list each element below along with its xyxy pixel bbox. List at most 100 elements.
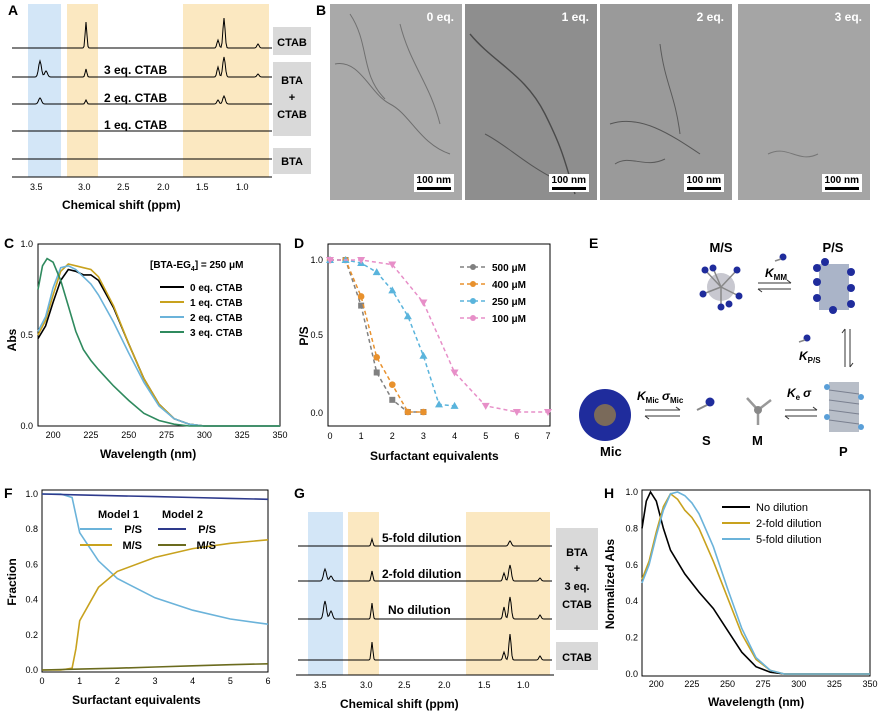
ps-assembly [813, 258, 855, 314]
tag-bta: BTA [281, 75, 303, 87]
x-tick-2.5: 2.5 [398, 680, 411, 690]
tem-label: 2 eq. [696, 10, 724, 24]
label-s: S [702, 433, 711, 448]
y-axis-title: Fraction [5, 558, 19, 605]
x-tick: 6 [514, 431, 519, 441]
legend-label: 500 μM [492, 263, 526, 274]
panel-a-nmr: A 3.5 3.0 2.5 2.0 1.5 1.0 Chemical shift… [8, 2, 311, 212]
y-tick: 0.0 [25, 665, 38, 675]
data-point [419, 351, 428, 359]
tag-ctab-2: CTAB [277, 109, 307, 121]
panel-h-uv: H 0.0 0.2 0.4 0.6 0.8 1.0 200 225 250 27… [603, 485, 878, 709]
tag-plus: + [289, 92, 295, 104]
series-line-2 [41, 493, 269, 501]
tag-plus: + [574, 563, 580, 575]
data-point [450, 401, 459, 409]
data-point [450, 369, 459, 377]
y-tick: 0.6 [25, 559, 38, 569]
y-tick-0: 0.0 [20, 421, 33, 431]
highlight-region-yellow [67, 4, 98, 177]
x-tick-3.0: 3.0 [78, 182, 91, 192]
x-tick: 0 [327, 431, 332, 441]
x-tick: 250 [720, 679, 735, 689]
x-axis-title: Chemical shift (ppm) [340, 697, 459, 711]
scale-bar: 100 nm [413, 174, 454, 192]
y-ticks: 0.0 0.2 0.4 0.6 0.8 1.0 [25, 489, 38, 675]
tag-ctab: CTAB [562, 599, 592, 611]
y-tick: 0.4 [25, 595, 38, 605]
y-axis-title: P/S [297, 326, 311, 345]
panel-label-b: B [316, 2, 326, 18]
series-line-1 [37, 263, 280, 427]
scale-bar: 100 nm [821, 174, 862, 192]
legend-marker [470, 298, 476, 304]
y-axis-title: Normalized Abs [603, 539, 617, 630]
plot-area [41, 493, 269, 671]
x-tick: 7 [545, 431, 550, 441]
x-tick: 325 [235, 430, 250, 440]
kps-arrows [841, 328, 854, 368]
x-tick-2.5: 2.5 [117, 182, 130, 192]
series-line-3 [41, 663, 269, 671]
kmm-arrows [757, 279, 792, 293]
x-tick: 2 [390, 431, 395, 441]
panel-label-g: G [294, 485, 305, 501]
plot-area [326, 256, 552, 416]
legend-label: 100 μM [492, 314, 526, 325]
panel-label-d: D [294, 235, 304, 251]
series-line-1 [330, 259, 424, 413]
label-kps: KP/S [799, 349, 821, 365]
x-tick: 1 [359, 431, 364, 441]
y-tick-0.5: 0.5 [310, 330, 323, 340]
scale-bar-text: 100 nm [416, 175, 451, 186]
y-tick-0: 0.0 [310, 408, 323, 418]
tag-ctab: CTAB [277, 37, 307, 49]
x-tick: 0 [39, 676, 44, 686]
y-tick: 0.8 [625, 523, 638, 533]
x-ticks: 0 1 2 3 4 5 6 7 [327, 431, 550, 441]
x-tick: 350 [862, 679, 877, 689]
ke-arrows [784, 406, 818, 420]
panel-label-c: C [4, 235, 14, 251]
polymer-fiber [824, 382, 864, 432]
panel-c-uv: C 0.0 0.5 1.0 200 225 250 275 300 325 35… [4, 235, 288, 461]
data-point [404, 408, 412, 416]
tag-3eq: 3 eq. [564, 581, 589, 593]
surfactant-icon-2 [803, 334, 811, 342]
x-tick-2.0: 2.0 [157, 182, 170, 192]
series-line-1 [42, 539, 269, 671]
tem-image-3eq: 3 eq. 100 nm [738, 4, 870, 200]
series-line-3 [330, 259, 548, 413]
data-point [544, 409, 552, 416]
panel-label-f: F [4, 485, 13, 501]
scale-bar-text: 100 nm [686, 175, 721, 186]
x-ticks: 200 225 250 275 300 325 350 [649, 679, 878, 689]
monomer [746, 397, 772, 425]
y-tick-0.5: 0.5 [20, 330, 33, 340]
x-tick: 1 [77, 676, 82, 686]
label-kmm: KMM [765, 266, 787, 282]
highlight-region-blue [308, 512, 343, 675]
scale-bar-text: 100 nm [551, 175, 586, 186]
data-point [373, 369, 380, 376]
label-ps: P/S [823, 240, 844, 255]
tem-image-1eq: 1 eq. 100 nm [465, 4, 597, 200]
y-tick-1.0: 1.0 [20, 239, 33, 249]
y-axis-title: Abs [5, 328, 19, 351]
legend-label: No dilution [756, 502, 808, 514]
legend-model2: Model 2 [162, 509, 203, 521]
tem-fibers [609, 43, 701, 165]
x-tick-1.5: 1.5 [478, 680, 491, 690]
label-mic: Mic [600, 444, 622, 459]
panel-label-a: A [8, 2, 18, 18]
x-tick-3.5: 3.5 [314, 680, 327, 690]
concentration-title: [BTA-EG4] = 250 μM [150, 260, 243, 273]
y-tick: 0.8 [25, 524, 38, 534]
x-axis-title: Surfactant equivalents [370, 449, 499, 463]
panel-f-model: F 0.0 0.2 0.4 0.6 0.8 1.0 0 1 2 3 4 5 6 … [4, 485, 271, 707]
label-ms: M/S [709, 240, 732, 255]
tag-bta-only: BTA [281, 156, 303, 168]
trace-2eq [12, 94, 272, 105]
y-tick: 1.0 [25, 489, 38, 499]
trace-2fold [298, 564, 552, 582]
